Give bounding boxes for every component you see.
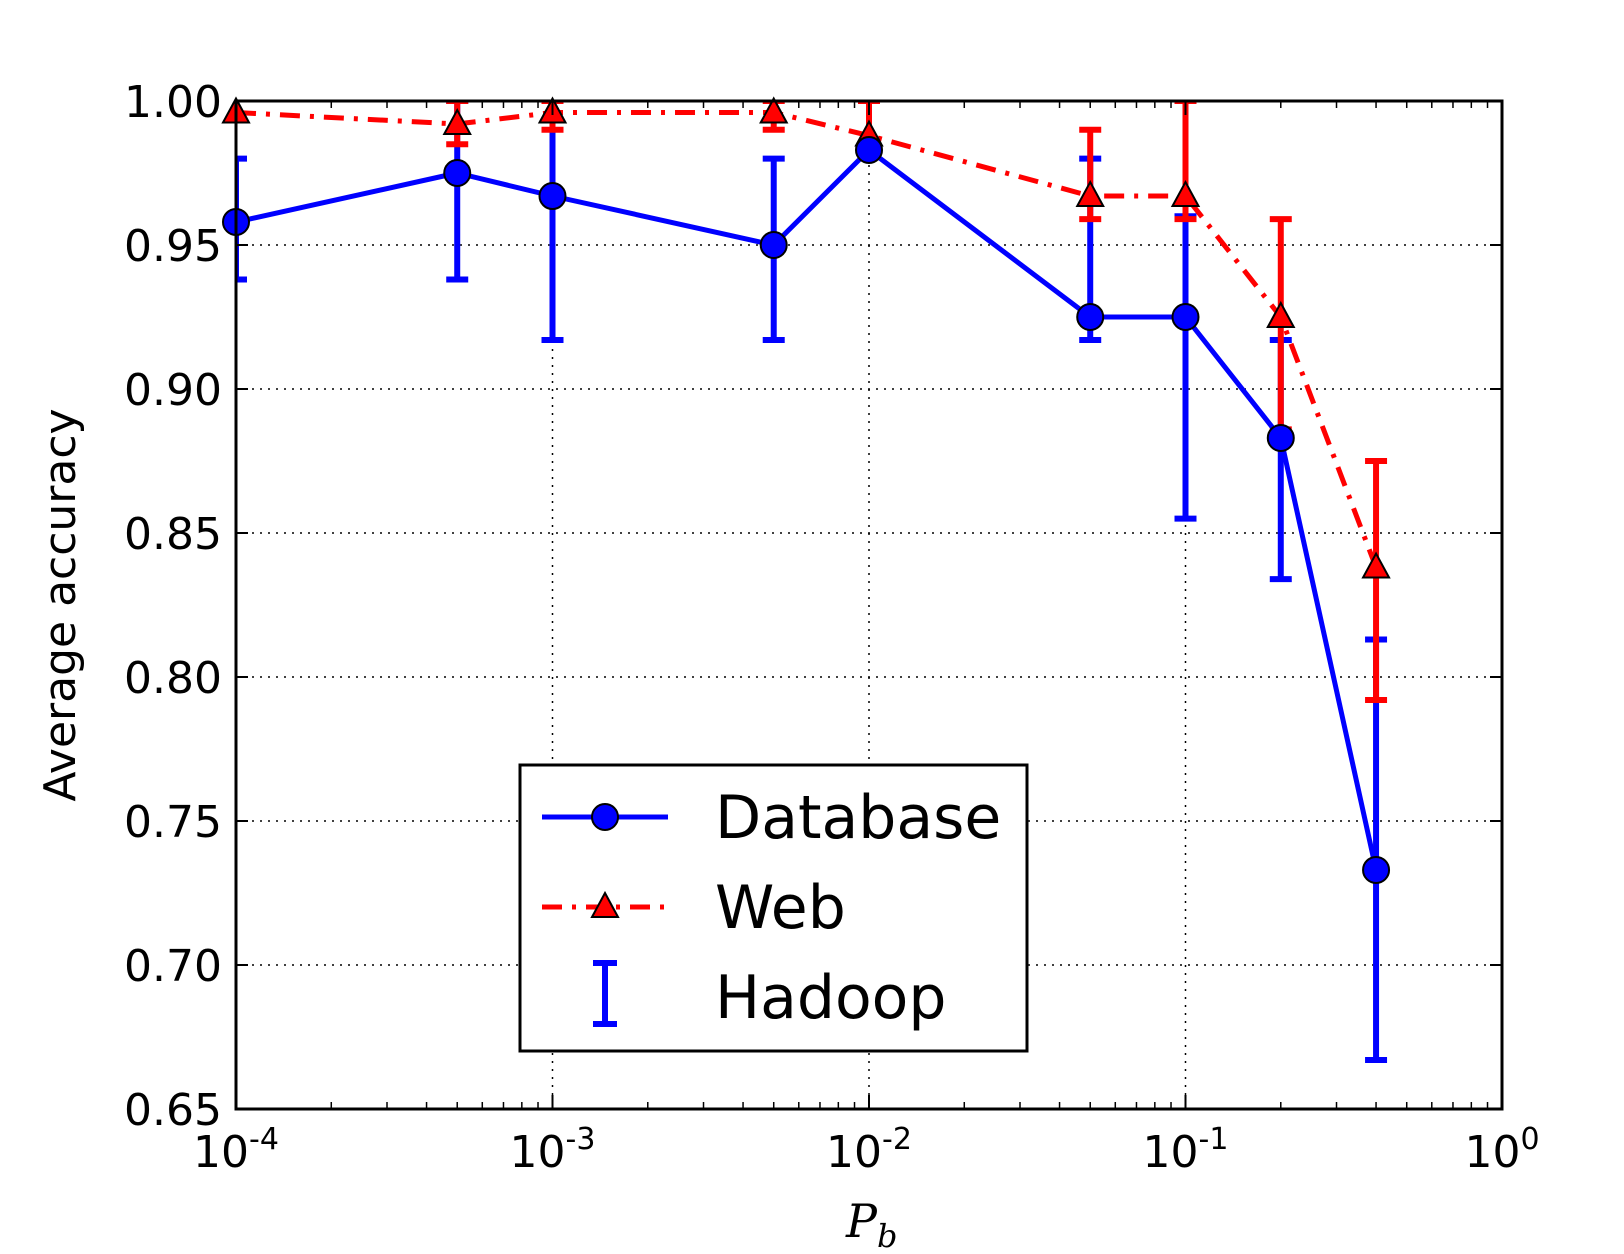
- data-point-database: [1266, 423, 1295, 452]
- data-point-database: [1362, 855, 1391, 884]
- y-tick-label: 1.00: [124, 77, 222, 128]
- y-tick-label: 0.75: [124, 797, 222, 848]
- x-tick-label-base: 10: [826, 1127, 882, 1178]
- series-line-web: [236, 110, 1379, 569]
- x-tick-label-base: 10: [1143, 1127, 1199, 1178]
- data-point-database: [1171, 303, 1200, 331]
- x-tick-label: 10-4: [193, 1122, 279, 1178]
- legend-swatch-web-marker: [590, 890, 620, 918]
- x-tick-label: 100: [1464, 1122, 1539, 1178]
- legend-entry-hadoop: Hadoop: [593, 960, 946, 1033]
- legend-label-web: Web: [715, 873, 846, 943]
- y-tick-label: 0.95: [124, 221, 222, 272]
- y-tick-label: 0.65: [124, 1085, 222, 1136]
- y-tick-label: 0.80: [124, 653, 222, 704]
- data-point-web: [759, 96, 789, 124]
- x-tick-label-exponent: -4: [249, 1122, 279, 1157]
- data-point-database: [855, 135, 883, 164]
- x-tick-label-exponent: 0: [1520, 1122, 1539, 1157]
- x-tick-label-base: 10: [510, 1127, 566, 1178]
- data-point-web: [1170, 179, 1201, 208]
- legend-label-database: Database: [715, 783, 1001, 853]
- legend: Database Web Hadoop: [518, 763, 1029, 1053]
- x-tick-labels: 10-4 10-3 10-2 10-1 100: [193, 1122, 1540, 1178]
- x-tick-label: 10-1: [1143, 1122, 1229, 1178]
- y-tick-label: 0.70: [124, 941, 222, 992]
- data-point-database: [759, 231, 788, 259]
- x-tick-label-exponent: -2: [882, 1122, 912, 1157]
- y-tick-labels: 0.65 0.70 0.75 0.80 0.85 0.90 0.95 1.00: [124, 77, 222, 1136]
- x-axis-label-main: P: [845, 1194, 878, 1248]
- x-tick-label: 10-3: [510, 1122, 596, 1178]
- data-point-database: [538, 182, 567, 211]
- major-ticks: [235, 100, 1503, 1110]
- data-point-web: [1361, 551, 1391, 579]
- y-axis-label: Average accuracy: [35, 408, 86, 801]
- x-tick-label-exponent: -1: [1199, 1122, 1229, 1157]
- data-point-database: [443, 159, 472, 187]
- x-tick-label: 10-2: [826, 1122, 912, 1178]
- legend-entry-web: Web: [542, 873, 846, 943]
- data-point-database: [1076, 303, 1105, 331]
- data-point-web: [442, 107, 472, 136]
- legend-label-hadoop: Hadoop: [715, 963, 946, 1033]
- x-axis-label: Pb: [845, 1194, 897, 1254]
- data-point-web: [1075, 179, 1105, 208]
- y-tick-label: 0.90: [124, 365, 222, 416]
- x-tick-label-exponent: -3: [566, 1122, 596, 1157]
- x-axis-label-subscript: b: [877, 1217, 897, 1254]
- legend-swatch-database-marker: [591, 803, 619, 831]
- y-tick-label: 0.85: [124, 509, 222, 560]
- x-tick-label-base: 10: [193, 1127, 249, 1178]
- series-markers: [221, 96, 1391, 884]
- data-point-web: [1266, 300, 1296, 328]
- legend-entry-database: Database: [542, 783, 1001, 853]
- x-tick-label-base: 10: [1464, 1127, 1520, 1178]
